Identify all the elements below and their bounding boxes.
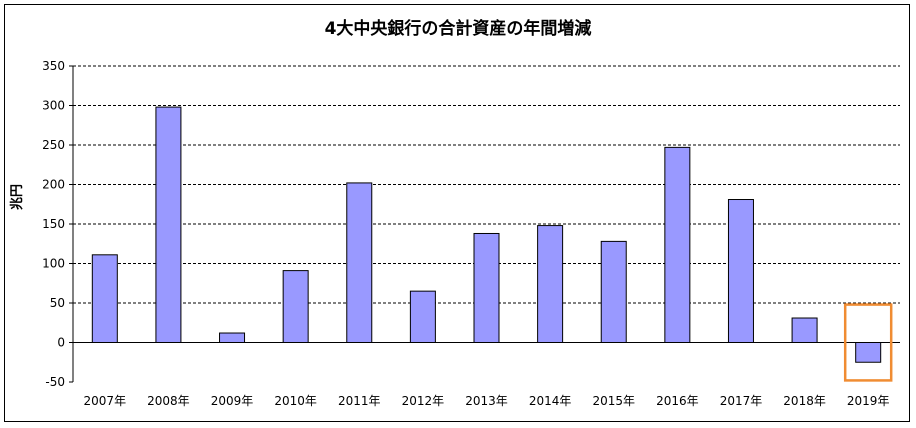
x-tick-label: 2012年 (402, 394, 445, 408)
bar (473, 232, 500, 343)
y-tick-label: 50 (50, 296, 65, 310)
bar (791, 317, 818, 344)
y-tick-label: 350 (42, 59, 65, 73)
x-tick-label: 2009年 (211, 394, 254, 408)
bar (664, 146, 691, 343)
y-tick-label: 200 (42, 178, 65, 192)
bar (91, 254, 118, 343)
x-tick-label: 2019年 (847, 394, 890, 408)
y-tick-label: 250 (42, 138, 65, 152)
bar (727, 199, 754, 343)
x-tick-label: 2017年 (720, 394, 763, 408)
x-tick-label: 2013年 (465, 394, 508, 408)
y-tick-label: 0 (57, 336, 65, 350)
bar (219, 332, 246, 343)
chart-title: 4大中央銀行の合計資産の年間増減 (324, 19, 592, 39)
y-tick-label: 100 (42, 257, 65, 271)
x-tick-label: 2007年 (84, 394, 127, 408)
x-tick-label: 2018年 (783, 394, 826, 408)
x-tick-label: 2015年 (592, 394, 635, 408)
bar (537, 225, 564, 343)
bar (409, 290, 436, 343)
bar (600, 240, 627, 344)
bar (155, 106, 182, 343)
bar (346, 182, 373, 343)
x-tick-label: 2014年 (529, 394, 572, 408)
bar (282, 270, 309, 343)
chart-frame (4, 4, 910, 422)
bar (855, 342, 882, 363)
x-tick-label: 2016年 (656, 394, 699, 408)
x-tick-label: 2008年 (147, 394, 190, 408)
x-tick-label: 2010年 (274, 394, 317, 408)
highlight-box (843, 303, 893, 382)
y-tick-label: 300 (42, 99, 65, 113)
y-tick-label: -50 (45, 375, 65, 389)
x-tick-label: 2011年 (338, 394, 381, 408)
y-tick-label: 150 (42, 217, 65, 231)
